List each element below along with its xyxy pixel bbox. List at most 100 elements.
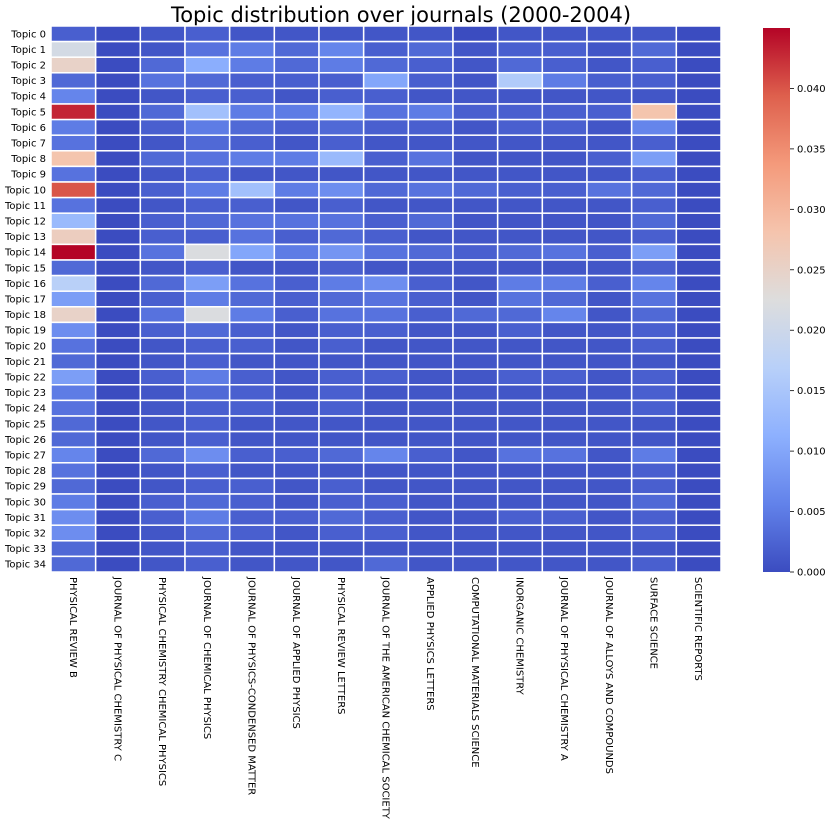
heatmap-cell <box>586 212 633 230</box>
heatmap-cell <box>541 540 588 558</box>
heatmap-cell <box>228 555 276 573</box>
heatmap-cell <box>630 150 678 168</box>
heatmap-cell <box>273 352 320 370</box>
column-label: APPLIED PHYSICS LETTERS <box>424 577 435 711</box>
heatmap-cell <box>228 56 276 74</box>
heatmap-cell <box>184 72 231 90</box>
heatmap-cell <box>273 337 320 355</box>
heatmap-cell <box>50 40 97 58</box>
heatmap-cell <box>452 228 499 246</box>
heatmap-cell <box>139 228 186 246</box>
heatmap-cell <box>675 477 722 495</box>
heatmap-cell <box>273 25 320 43</box>
heatmap-cell <box>630 415 678 433</box>
heatmap-cell <box>541 477 588 495</box>
heatmap-cell <box>228 477 276 495</box>
heatmap-cell <box>452 493 499 511</box>
heatmap-cell <box>94 306 142 324</box>
column-label: INORGANIC CHEMISTRY <box>514 577 525 696</box>
heatmap-cell <box>675 321 722 339</box>
heatmap-cell <box>407 72 454 90</box>
heatmap-cell <box>184 243 231 261</box>
heatmap-cell <box>273 103 320 121</box>
heatmap-cell <box>362 415 410 433</box>
heatmap-cell <box>675 290 722 308</box>
heatmap-cell <box>675 25 722 43</box>
heatmap-cell <box>407 196 454 214</box>
heatmap-cell <box>228 25 276 43</box>
heatmap-cell <box>50 493 97 511</box>
heatmap-cell <box>139 150 186 168</box>
heatmap-cell <box>496 134 544 152</box>
heatmap-cell <box>496 399 544 417</box>
heatmap-cell <box>496 477 544 495</box>
heatmap-cell <box>362 477 410 495</box>
heatmap-cell <box>94 165 142 183</box>
heatmap-cell <box>228 493 276 511</box>
heatmap-cell <box>541 228 588 246</box>
heatmap-cell <box>139 399 186 417</box>
heatmap-cell <box>184 446 231 464</box>
heatmap-cell <box>630 462 678 480</box>
heatmap-cell <box>50 508 97 526</box>
heatmap-cell <box>94 196 142 214</box>
heatmap-cell <box>541 337 588 355</box>
heatmap-cell <box>362 181 410 199</box>
colorbar-tick-label: 0.035 <box>797 144 826 155</box>
heatmap-cell <box>94 56 142 74</box>
heatmap-cell <box>675 243 722 261</box>
column-label: JOURNAL OF APPLIED PHYSICS <box>290 576 301 729</box>
heatmap-cell <box>273 118 320 136</box>
heatmap-cell <box>94 118 142 136</box>
heatmap-cell <box>228 352 276 370</box>
heatmap-cell <box>362 524 410 542</box>
heatmap-cell <box>586 477 633 495</box>
heatmap-cell <box>94 384 142 402</box>
heatmap-cell <box>407 56 454 74</box>
heatmap-cell <box>94 337 142 355</box>
heatmap-cell <box>407 259 454 277</box>
heatmap-cell <box>94 103 142 121</box>
heatmap-cell <box>407 134 454 152</box>
colorbar-tick-label: 0.005 <box>797 507 826 518</box>
heatmap-cell <box>50 415 97 433</box>
row-label: Topic 12 <box>4 217 46 228</box>
heatmap-cell <box>675 228 722 246</box>
heatmap-cell <box>318 399 365 417</box>
heatmap-cell <box>184 274 231 292</box>
heatmap-cell <box>50 181 97 199</box>
heatmap-cell <box>318 306 365 324</box>
heatmap-cell <box>362 228 410 246</box>
heatmap-cell <box>94 40 142 58</box>
heatmap-cell <box>139 508 186 526</box>
column-label: SCIENTIFIC REPORTS <box>692 577 703 681</box>
heatmap-cell <box>452 508 499 526</box>
heatmap-cell <box>228 508 276 526</box>
heatmap-cell <box>586 399 633 417</box>
heatmap-cell <box>184 337 231 355</box>
heatmap-cell <box>586 508 633 526</box>
heatmap-cell <box>496 150 544 168</box>
heatmap-cell <box>94 290 142 308</box>
heatmap-cell <box>273 196 320 214</box>
row-label: Topic 4 <box>10 92 46 103</box>
heatmap-cell <box>496 56 544 74</box>
heatmap-cell <box>94 352 142 370</box>
heatmap-cell <box>541 399 588 417</box>
heatmap-cell <box>541 306 588 324</box>
heatmap-cell <box>184 181 231 199</box>
heatmap-cell <box>228 228 276 246</box>
heatmap-cell <box>675 337 722 355</box>
heatmap-cell <box>50 337 97 355</box>
heatmap-cell <box>452 56 499 74</box>
heatmap-cell <box>228 259 276 277</box>
heatmap-cell <box>228 181 276 199</box>
heatmap-cell <box>630 181 678 199</box>
heatmap-cell <box>541 259 588 277</box>
heatmap-cell <box>407 399 454 417</box>
heatmap-cell <box>362 337 410 355</box>
heatmap-cell <box>630 321 678 339</box>
heatmap-cell <box>452 477 499 495</box>
heatmap-cell <box>541 290 588 308</box>
heatmap-cell <box>362 446 410 464</box>
